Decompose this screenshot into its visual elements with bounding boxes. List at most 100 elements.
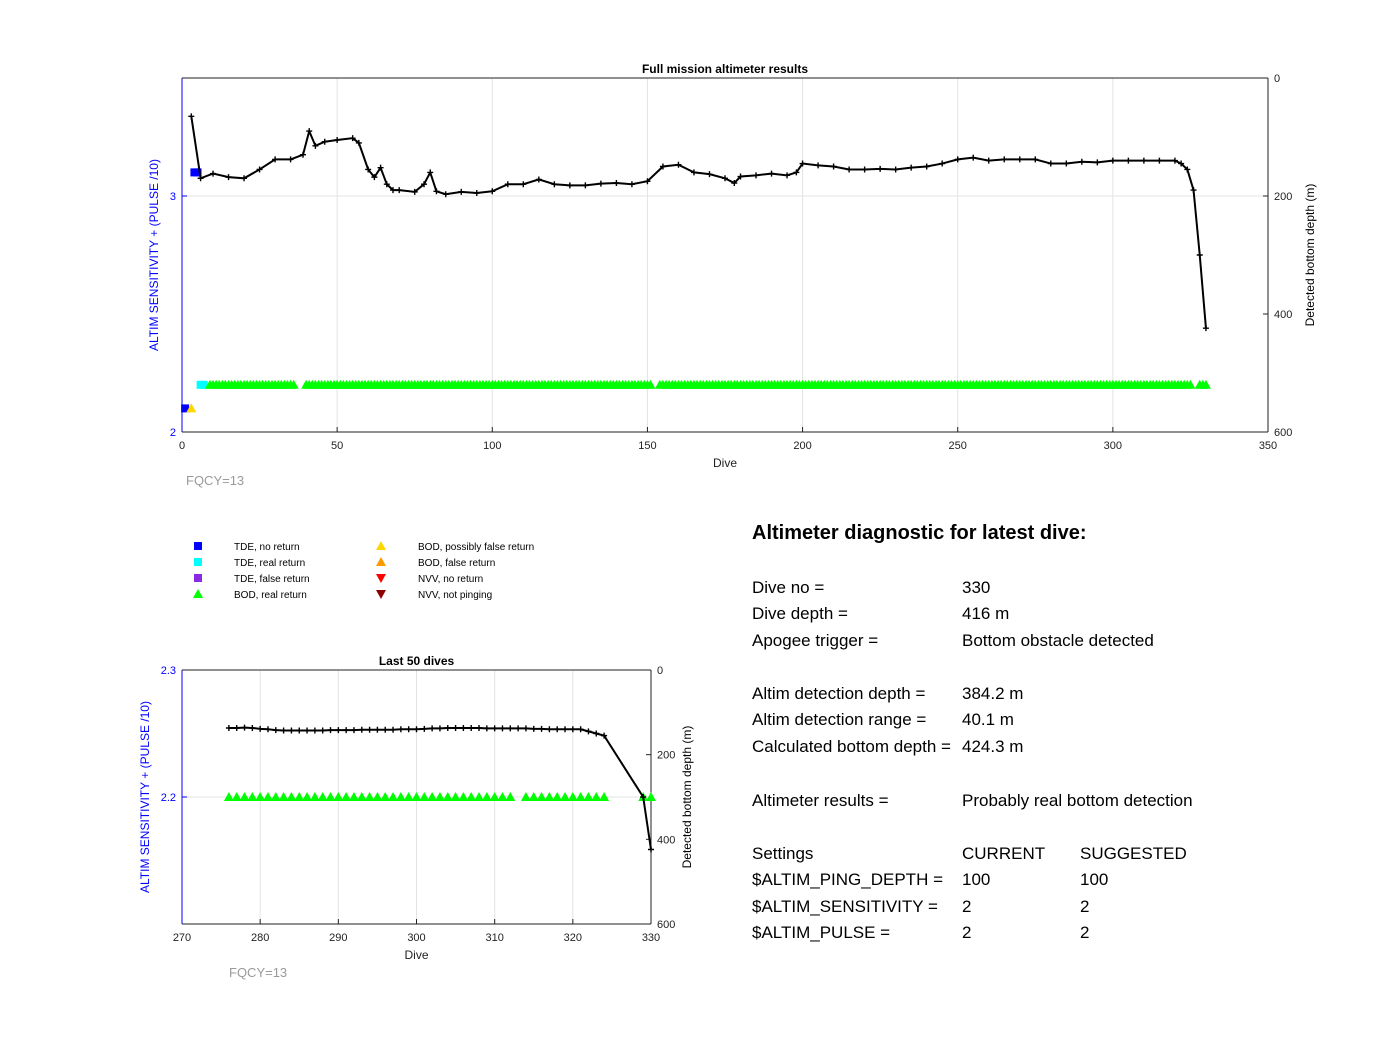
right-y-tick-label: 0 <box>1274 73 1280 85</box>
depth-point-marker <box>784 172 791 179</box>
bod-real-return-marker <box>599 792 610 801</box>
bod-real-return-marker <box>286 792 297 801</box>
depth-point-marker <box>877 165 884 172</box>
bod-real-return-marker <box>395 792 406 801</box>
left-y-tick-label: 2.2 <box>161 792 176 804</box>
pulse-suggested: 2 <box>1080 923 1090 942</box>
depth-point-marker <box>1190 187 1197 194</box>
full-mission-chart: 0 50 100 150 200 250 300 350 2 3 0 200 400 600 Full mi… <box>147 62 1317 488</box>
depth-point-marker <box>799 160 806 167</box>
depth-point-marker <box>1047 160 1054 167</box>
bod-real-return-marker <box>411 792 422 801</box>
depth-point-marker <box>389 187 396 194</box>
detection-depth-label: Altim detection depth = <box>752 684 926 703</box>
depth-point-marker <box>675 161 682 168</box>
depth-point-marker <box>272 156 279 163</box>
suggested-header: SUGGESTED <box>1080 844 1187 863</box>
depth-point-marker <box>690 169 697 176</box>
depth-point-marker <box>444 724 451 731</box>
fqcy-annotation: FQCY=13 <box>229 965 287 980</box>
fqcy-annotation: FQCY=13 <box>186 473 244 488</box>
depth-point-marker <box>287 156 294 163</box>
depth-point-marker <box>350 727 357 734</box>
bod-real-return-marker <box>536 792 547 801</box>
bod-real-return-marker <box>317 792 328 801</box>
x-tick-label: 270 <box>173 932 191 944</box>
bod-real-return-marker <box>520 792 531 801</box>
x-tick-label: 150 <box>638 440 656 452</box>
legend-marker-triangle <box>193 589 203 598</box>
left-y-axis-label: ALTIM SENSITIVITY + (PULSE /10) <box>147 159 161 351</box>
depth-point-marker <box>280 727 287 734</box>
bod-real-return-marker <box>434 792 445 801</box>
x-tick-label: 350 <box>1259 440 1277 452</box>
bod-real-return-marker <box>1200 379 1211 389</box>
depth-point-marker <box>846 166 853 173</box>
tde-no-return-marker <box>181 404 190 413</box>
depth-point-marker <box>522 725 529 732</box>
depth-point-marker <box>421 181 428 188</box>
depth-point-marker <box>188 113 195 120</box>
bod-real-return-marker <box>302 792 313 801</box>
depth-point-marker <box>296 727 303 734</box>
x-axis-label: Dive <box>713 456 737 470</box>
bod-real-return-marker <box>341 792 352 801</box>
depth-point-marker <box>300 151 307 158</box>
x-tick-label: 250 <box>949 440 967 452</box>
depth-point-marker <box>327 727 334 734</box>
bod-real-return-marker <box>388 792 399 801</box>
x-tick-label: 300 <box>407 932 425 944</box>
bod-real-return-marker <box>403 792 414 801</box>
depth-point-marker <box>452 724 459 731</box>
x-tick-label: 300 <box>1104 440 1122 452</box>
bod-real-return-marker <box>333 792 344 801</box>
ping-depth-label: $ALTIM_PING_DEPTH = <box>752 870 943 889</box>
dive-depth-value: 416 m <box>962 604 1010 623</box>
depth-point-marker <box>1063 160 1070 167</box>
bod-real-return-marker <box>294 792 305 801</box>
sensitivity-suggested: 2 <box>1080 897 1090 916</box>
bod-real-return-marker <box>528 792 539 801</box>
altimeter-results-label: Altimeter results = <box>752 791 889 810</box>
depth-point-marker <box>413 726 420 733</box>
depth-point-marker <box>768 170 775 177</box>
x-tick-label: 320 <box>564 932 582 944</box>
bod-real-return-marker <box>427 792 438 801</box>
bod-real-return-marker <box>466 792 477 801</box>
depth-point-marker <box>628 181 635 188</box>
depth-point-marker <box>371 174 378 181</box>
legend-marker-triangle <box>376 574 386 583</box>
depth-point-marker <box>970 154 977 161</box>
depth-point-marker <box>241 724 248 731</box>
depth-point-marker <box>830 163 837 170</box>
legend-marker-square <box>194 558 202 566</box>
depth-point-marker <box>365 166 372 173</box>
bod-real-return-marker <box>231 792 242 801</box>
right-y-tick-label: 0 <box>657 665 663 677</box>
depth-point-marker <box>334 136 341 143</box>
depth-point-marker <box>390 726 397 733</box>
depth-point-marker <box>648 846 654 853</box>
left-y-tick-label: 2 <box>170 427 176 439</box>
depth-point-marker <box>985 157 992 164</box>
depth-point-marker <box>1184 166 1191 173</box>
dive-no-value: 330 <box>962 578 991 597</box>
depth-point-marker <box>530 725 537 732</box>
bod-real-return-marker <box>348 792 359 801</box>
depth-point-marker <box>468 724 475 731</box>
depth-point-marker <box>908 164 915 171</box>
dive-no-label: Dive no = <box>752 578 825 597</box>
depth-point-marker <box>429 725 436 732</box>
depth-point-marker <box>442 191 449 198</box>
depth-point-marker <box>507 725 514 732</box>
detection-depth-value: 384.2 m <box>962 684 1024 703</box>
bod-real-return-marker <box>646 792 656 801</box>
x-tick-label: 0 <box>179 440 185 452</box>
depth-point-marker <box>1196 252 1203 258</box>
left-y-tick-label: 2.3 <box>161 665 176 677</box>
depth-point-marker <box>613 180 620 187</box>
depth-point-marker <box>249 724 256 731</box>
x-axis-label: Dive <box>404 948 428 962</box>
depth-point-marker <box>233 724 240 731</box>
